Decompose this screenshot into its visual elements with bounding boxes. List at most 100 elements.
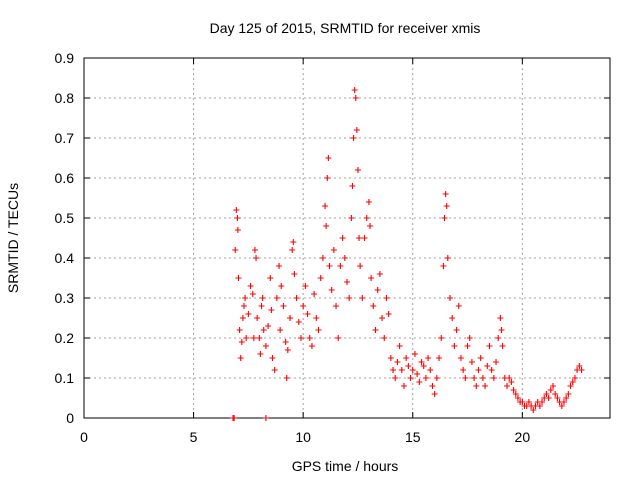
data-point: [237, 355, 244, 361]
y-tick-label: 0.2: [55, 330, 75, 346]
data-point: [356, 235, 363, 241]
data-point: [284, 347, 291, 353]
data-point: [506, 375, 513, 381]
data-point: [234, 215, 241, 221]
x-tick-label: 15: [405, 429, 421, 445]
data-point: [269, 355, 276, 361]
data-point: [324, 175, 331, 181]
data-point: [267, 275, 274, 281]
data-point: [486, 343, 493, 349]
data-point: [429, 383, 436, 389]
data-point: [236, 327, 243, 333]
data-point: [530, 407, 537, 413]
y-tick-label: 0.9: [55, 50, 75, 66]
data-point: [254, 315, 261, 321]
data-point: [571, 375, 578, 381]
data-point: [291, 271, 298, 277]
data-point: [455, 303, 462, 309]
data-point: [477, 355, 484, 361]
data-point: [539, 399, 546, 405]
data-point: [552, 391, 559, 397]
x-tick-label: 20: [515, 429, 531, 445]
data-point: [444, 255, 451, 261]
x-axis-label: GPS time / hours: [292, 458, 399, 474]
data-point: [490, 375, 497, 381]
data-point: [479, 375, 486, 381]
data-point: [315, 327, 322, 333]
data-point: [512, 391, 519, 397]
data-point: [359, 295, 366, 301]
data-point: [381, 335, 388, 341]
data-point: [251, 247, 258, 253]
data-point: [499, 343, 506, 349]
data-point: [400, 383, 407, 389]
data-point: [235, 275, 242, 281]
data-point: [510, 387, 517, 393]
data-point: [405, 363, 412, 369]
data-point: [295, 319, 302, 325]
data-point: [337, 263, 344, 269]
data-point: [280, 303, 287, 309]
data-point: [259, 295, 266, 301]
data-point: [245, 311, 252, 317]
y-tick-label: 0.1: [55, 370, 75, 386]
data-point: [325, 155, 332, 161]
data-point: [482, 383, 489, 389]
data-point: [431, 391, 438, 397]
data-point: [554, 395, 561, 401]
data-point: [440, 263, 447, 269]
data-point: [372, 327, 379, 333]
data-point: [368, 275, 375, 281]
y-tick-label: 0.3: [55, 290, 75, 306]
data-point: [376, 271, 383, 277]
data-point: [365, 199, 372, 205]
data-point: [363, 215, 370, 221]
data-point: [322, 203, 329, 209]
data-point: [311, 291, 318, 297]
data-point: [398, 367, 405, 373]
data-point: [475, 367, 482, 373]
data-point: [238, 339, 245, 345]
data-point: [427, 367, 434, 373]
grid-lines: [84, 58, 610, 418]
y-tick-label: 0: [66, 410, 74, 426]
data-point: [260, 327, 267, 333]
data-point: [519, 399, 526, 405]
data-point: [277, 327, 284, 333]
data-point: [234, 227, 241, 233]
data-point: [508, 379, 515, 385]
data-point: [394, 359, 401, 365]
data-point: [276, 263, 283, 269]
data-point: [326, 263, 333, 269]
data-point: [578, 367, 585, 373]
data-point: [468, 359, 475, 365]
data-point: [497, 315, 504, 321]
data-point: [348, 215, 355, 221]
data-point: [287, 315, 294, 321]
data-point: [374, 287, 381, 293]
plot-frame: [83, 57, 611, 419]
data-point: [262, 415, 269, 421]
data-point: [367, 223, 374, 229]
data-point: [232, 247, 239, 253]
data-point: [346, 295, 353, 301]
data-point: [514, 395, 521, 401]
data-point: [323, 223, 330, 229]
data-point: [243, 335, 250, 341]
data-point: [460, 367, 467, 373]
data-point: [257, 351, 264, 357]
data-point: [425, 355, 432, 361]
data-point: [256, 335, 263, 341]
data-point: [282, 339, 289, 345]
chart-title: Day 125 of 2015, SRMTID for receiver xmi…: [210, 20, 481, 36]
data-point: [240, 303, 247, 309]
data-point: [253, 255, 260, 261]
data-point: [250, 335, 257, 341]
data-point: [418, 359, 425, 365]
data-point: [464, 343, 471, 349]
data-point: [304, 311, 311, 317]
data-point: [493, 359, 500, 365]
data-point: [563, 395, 570, 401]
data-point: [357, 263, 364, 269]
data-point: [330, 247, 337, 253]
